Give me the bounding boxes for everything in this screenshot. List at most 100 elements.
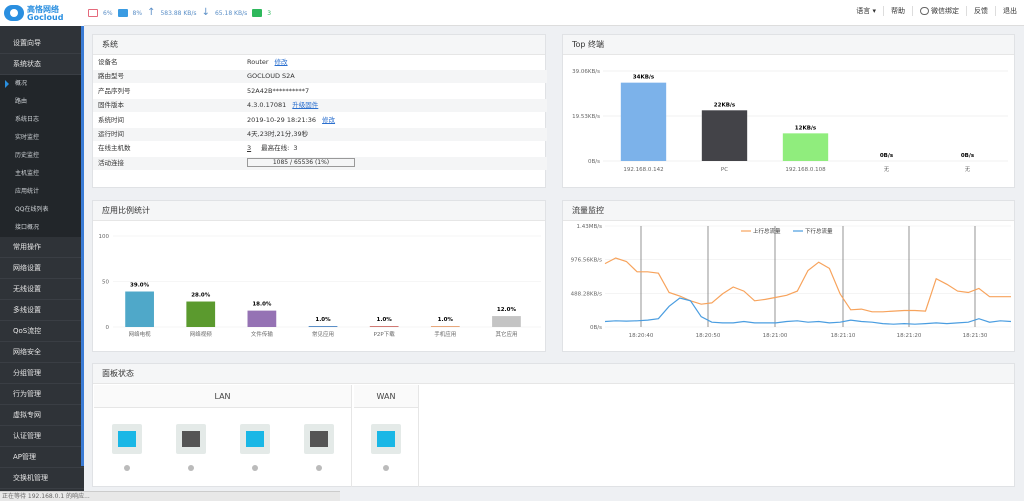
y-tick-label: 976.56KB/s bbox=[571, 258, 602, 264]
series-line bbox=[604, 297, 1012, 325]
system-row-key: 在线主机数 bbox=[98, 144, 131, 153]
bar bbox=[492, 316, 521, 327]
system-row-key: 设备名 bbox=[98, 58, 118, 66]
sidebar-group-7[interactable]: 行为管理 bbox=[0, 384, 84, 405]
lan-ports: LAN bbox=[94, 385, 352, 487]
data-label: 22KB/s bbox=[714, 102, 736, 108]
sidebar-subitem-2[interactable]: 系统日志 bbox=[15, 116, 40, 123]
upload-speed: 583.88 KB/s bbox=[160, 9, 197, 17]
system-row-value: 4天,23时,21分,39秒 bbox=[247, 128, 308, 141]
system-row: 固件版本 4.3.0.17081 升级固件 bbox=[93, 99, 547, 113]
system-row-text: GOCLOUD S2A bbox=[247, 72, 295, 81]
x-tick-label: 192.168.0.142 bbox=[623, 167, 663, 173]
sidebar-group-10[interactable]: AP管理 bbox=[0, 447, 84, 468]
sidebar-subitem-8[interactable]: 接口概况 bbox=[15, 224, 40, 231]
system-row-key: 路由型号 bbox=[98, 72, 124, 81]
data-label: 1.0% bbox=[315, 317, 331, 323]
system-row-key: 产品序列号 bbox=[98, 86, 131, 95]
sidebar-group-1[interactable]: 网络设置 bbox=[0, 258, 84, 279]
sidebar-subitem-0[interactable]: 概况 bbox=[0, 75, 84, 93]
sidebar-group-4[interactable]: QoS流控 bbox=[0, 321, 84, 342]
download-speed: 65.18 KB/s bbox=[214, 9, 248, 17]
y-tick-label: 0B/s bbox=[588, 159, 600, 165]
system-row: 活动连接 1085 / 65536 (1%) bbox=[93, 156, 547, 170]
sidebar-group-3[interactable]: 多线设置 bbox=[0, 300, 84, 321]
logout-link[interactable]: 退出 bbox=[995, 6, 1024, 16]
system-row: 在线主机数 3 最高在线: 3 bbox=[93, 142, 547, 155]
wechat-bind-link[interactable]: 微信绑定 bbox=[912, 6, 966, 16]
data-label: 39.0% bbox=[130, 283, 150, 289]
sidebar-item-wizard[interactable]: 设置向导 bbox=[0, 33, 84, 54]
sidebar-group-2[interactable]: 无线设置 bbox=[0, 279, 84, 300]
port-status-dot bbox=[316, 465, 322, 471]
wan-port-icon bbox=[371, 424, 401, 454]
sidebar-group-5[interactable]: 网络安全 bbox=[0, 342, 84, 363]
brand-logo[interactable]: 高恪网络 Gocloud bbox=[0, 0, 84, 26]
system-row: 路由型号 GOCLOUD S2A bbox=[93, 70, 547, 84]
system-row-text: 3 bbox=[247, 144, 252, 153]
language-menu[interactable]: 语言 ▾ bbox=[856, 7, 876, 15]
system-row: 设备名 Router 修改 bbox=[93, 56, 547, 69]
connections-bar: 1085 / 65536 (1%) bbox=[247, 158, 355, 168]
y-tick-label: 0B/s bbox=[590, 325, 602, 331]
top-terminals-chart: 0B/s 19.53KB/s 39.06KB/s 34KB/s 192.168.0.14… bbox=[572, 69, 1008, 173]
board-status-title: 面板状态 bbox=[93, 364, 1014, 384]
y-tick-label: 100 bbox=[99, 234, 110, 240]
port-status-dot bbox=[188, 465, 194, 471]
sidebar-subitem-3[interactable]: 实时监控 bbox=[15, 134, 40, 141]
ethernet-icon bbox=[310, 431, 328, 447]
bar bbox=[186, 301, 216, 327]
cpu-usage: 6% bbox=[103, 9, 113, 17]
sidebar-scrollbar[interactable] bbox=[81, 26, 84, 466]
sidebar-subitem-7[interactable]: QQ在线列表 bbox=[15, 206, 49, 213]
y-tick-label: 50 bbox=[102, 280, 109, 286]
system-row: 系统时间 2019-10-29 18:21:36 修改 bbox=[93, 114, 547, 127]
system-row-text: 4天,23时,21分,39秒 bbox=[247, 130, 309, 138]
system-row-value: GOCLOUD S2A bbox=[247, 70, 295, 83]
system-row-text: Router bbox=[247, 58, 269, 66]
system-row: 运行时间 4天,23时,21分,39秒 bbox=[93, 128, 547, 141]
y-tick-label: 488.28KB/s bbox=[571, 291, 602, 297]
sidebar-submenu: 概况路由系统日志实时监控历史监控主机监控应用统计 QQ在线列表 接口概况 bbox=[0, 75, 84, 237]
feedback-link[interactable]: 反馈 bbox=[966, 6, 995, 16]
x-tick-label: 手机应用 bbox=[434, 330, 456, 338]
x-tick-label: 18:20:50 bbox=[696, 333, 721, 339]
data-label: 12.0% bbox=[497, 307, 517, 313]
system-row-link[interactable]: 升级固件 bbox=[292, 101, 319, 110]
sidebar-groups: 常用操作 网络设置 无线设置 多线设置 QoS流控 网络安全 分组管理 行为管理 虚拟专网 认证管… bbox=[0, 237, 84, 489]
y-tick-label: 19.53KB/s bbox=[572, 114, 600, 120]
sidebar-subitem-5[interactable]: 主机监控 bbox=[15, 170, 40, 177]
system-row-text: 52A42B**********7 bbox=[247, 86, 310, 95]
system-panel: 系统 设备名 Router 修改 路由型号 GOCLOUD S2A 产品序列号 52A42B… bbox=[92, 34, 547, 188]
x-tick-label: 网络电视 bbox=[129, 330, 152, 338]
data-label: 0B/s bbox=[961, 153, 975, 159]
help-link[interactable]: 帮助 bbox=[883, 6, 912, 16]
sidebar-item-status[interactable]: 系统状态 bbox=[0, 54, 84, 75]
top-terminals-panel: Top 终端 0B/s 19.53KB/s 39.06KB/s 34KB/s 192.1… bbox=[562, 34, 1015, 188]
sidebar-group-0[interactable]: 常用操作 bbox=[0, 237, 84, 258]
x-tick-label: 18:21:00 bbox=[763, 333, 788, 339]
x-tick-label: 192.168.0.108 bbox=[785, 167, 826, 173]
system-row-key: 固件版本 bbox=[98, 101, 124, 110]
sidebar-subitem-1[interactable]: 路由 bbox=[15, 98, 28, 105]
bar bbox=[620, 82, 667, 161]
system-row-text: 4.3.0.17081 bbox=[247, 101, 287, 110]
system-row-value: 4.3.0.17081 升级固件 bbox=[247, 99, 318, 112]
sidebar-group-9[interactable]: 认证管理 bbox=[0, 426, 84, 447]
download-arrow-icon: ↓ bbox=[201, 7, 210, 18]
system-row-link[interactable]: 修改 bbox=[274, 58, 288, 66]
x-tick-label: 无 bbox=[965, 166, 971, 173]
sidebar-subitem-4[interactable]: 历史监控 bbox=[15, 152, 40, 159]
x-tick-label: PC bbox=[721, 167, 728, 173]
wan-label: WAN bbox=[354, 385, 418, 408]
bar bbox=[701, 110, 748, 161]
system-row-link[interactable]: 修改 bbox=[322, 115, 336, 124]
app-ratio-title: 应用比例统计 bbox=[93, 201, 545, 221]
cpu-icon bbox=[88, 9, 98, 17]
sidebar-group-6[interactable]: 分组管理 bbox=[0, 363, 84, 384]
system-row-key: 系统时间 bbox=[98, 115, 124, 124]
sidebar-group-8[interactable]: 虚拟专网 bbox=[0, 405, 84, 426]
sidebar-subitem-6[interactable]: 应用统计 bbox=[15, 188, 40, 195]
sidebar-group-11[interactable]: 交换机管理 bbox=[0, 468, 84, 489]
data-label: 0B/s bbox=[880, 153, 894, 159]
